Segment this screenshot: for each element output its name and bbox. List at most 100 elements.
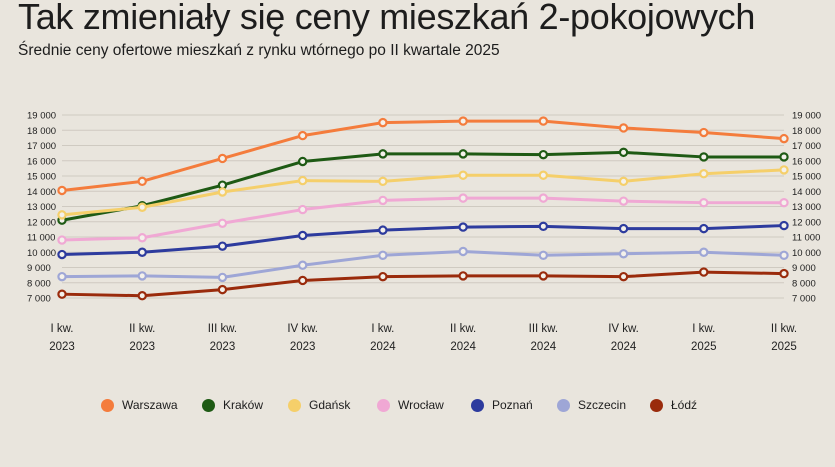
data-point-szczecin: [458, 246, 468, 257]
data-point-lodz: [217, 284, 228, 295]
series-line-wroclaw: [61, 196, 784, 242]
legend-item-krakow: Kraków: [202, 398, 263, 412]
data-point-wroclaw: [137, 233, 147, 243]
y-tick-label-left: 8 000: [27, 278, 51, 289]
legend-label: Szczecin: [578, 398, 627, 412]
legend-label: Warszawa: [122, 398, 178, 412]
data-point-szczecin: [137, 271, 147, 281]
series-line-warszawa: [61, 119, 785, 192]
chart-title: Tak zmieniały się ceny mieszkań 2-pokojo…: [18, 0, 756, 37]
series-line-poznan: [61, 224, 785, 257]
legend-label: Gdańsk: [309, 398, 351, 412]
chart-legend: Warszawa Kraków Gdańsk Wrocław Poznań Szczeci…: [0, 398, 835, 418]
data-point-poznan: [458, 222, 468, 232]
data-point-gdansk: [217, 187, 228, 197]
data-point-szczecin: [618, 249, 629, 259]
y-tick-label-left: 9 000: [27, 263, 51, 274]
data-point-lodz: [458, 271, 468, 281]
data-point-wroclaw: [779, 197, 789, 208]
data-point-krakow: [297, 156, 308, 167]
legend-swatch: [650, 398, 663, 412]
legend-swatch: [202, 398, 215, 412]
x-tick-label: II kw.: [771, 323, 797, 335]
x-tick-label-year: 2023: [129, 341, 155, 353]
data-point-poznan: [57, 249, 67, 260]
data-point-warszawa: [378, 117, 388, 128]
x-tick-label-year: 2023: [210, 341, 236, 353]
data-point-lodz: [137, 291, 147, 301]
data-point-szczecin: [779, 250, 789, 260]
y-tick-label-right: 11 000: [792, 233, 820, 244]
data-point-lodz: [538, 271, 549, 281]
legend-item-szczecin: Szczecin: [557, 398, 626, 412]
x-tick-label-year: 2023: [49, 341, 75, 353]
data-point-warszawa: [779, 133, 789, 144]
x-tick-label: III kw.: [208, 323, 237, 335]
data-point-szczecin: [699, 247, 709, 257]
data-point-gdansk: [458, 170, 468, 180]
data-point-szczecin: [57, 271, 67, 282]
data-point-krakow: [618, 147, 629, 158]
data-point-krakow: [458, 149, 468, 159]
y-tick-label-left: 12 000: [27, 217, 56, 228]
legend-item-poznan: Poznań: [471, 398, 533, 412]
series-line-krakow: [61, 150, 784, 222]
x-tick-label-year: 2024: [450, 341, 476, 353]
data-point-szczecin: [538, 250, 549, 260]
data-point-poznan: [137, 247, 147, 257]
data-point-warszawa: [618, 123, 629, 133]
y-tick-label-left: 19 000: [27, 111, 56, 122]
x-tick-label: I kw.: [371, 323, 394, 335]
data-point-gdansk: [297, 175, 308, 186]
legend-label: Poznań: [492, 398, 533, 412]
x-tick-label: IV kw.: [287, 323, 318, 335]
y-tick-label-left: 7 000: [27, 294, 51, 305]
data-point-wroclaw: [57, 235, 67, 245]
data-point-warszawa: [458, 116, 468, 126]
data-point-lodz: [618, 271, 629, 282]
series-line-szczecin: [61, 249, 785, 279]
data-point-gdansk: [538, 170, 549, 180]
series-line-gdansk: [61, 168, 785, 217]
data-point-krakow: [538, 149, 549, 160]
data-point-gdansk: [618, 176, 629, 187]
y-tick-label-left: 17 000: [27, 141, 56, 152]
legend-label: Kraków: [223, 398, 264, 412]
data-point-wroclaw: [217, 218, 228, 228]
data-point-gdansk: [57, 210, 67, 220]
data-point-lodz: [57, 289, 67, 299]
y-tick-label-right: 9 000: [792, 263, 816, 274]
data-point-lodz: [297, 275, 308, 286]
data-point-poznan: [779, 220, 789, 231]
y-tick-label-right: 19 000: [792, 111, 821, 122]
data-point-warszawa: [137, 176, 147, 187]
data-point-szczecin: [297, 260, 308, 270]
legend-label: Łódź: [671, 398, 698, 412]
legend-swatch: [288, 398, 301, 412]
data-point-poznan: [618, 223, 629, 234]
y-tick-label-right: 7 000: [792, 294, 816, 305]
data-point-gdansk: [137, 202, 147, 212]
x-tick-label: I kw.: [50, 323, 73, 335]
y-tick-label-left: 15 000: [27, 172, 56, 183]
data-point-krakow: [779, 152, 789, 162]
x-tick-label-year: 2024: [531, 341, 557, 353]
y-tick-label-left: 16 000: [27, 156, 56, 167]
x-tick-label-year: 2024: [611, 341, 637, 353]
legend-label: Wrocław: [398, 398, 444, 412]
data-point-wroclaw: [297, 204, 308, 215]
y-tick-label-right: 16 000: [792, 156, 821, 167]
data-point-warszawa: [297, 130, 308, 141]
data-point-gdansk: [699, 169, 709, 179]
data-point-wroclaw: [699, 197, 709, 208]
y-tick-label-right: 12 000: [792, 217, 821, 228]
x-tick-label: II kw.: [450, 323, 476, 335]
y-tick-label-right: 10 000: [792, 248, 821, 259]
data-point-szczecin: [378, 250, 388, 260]
data-point-lodz: [779, 268, 789, 279]
data-point-gdansk: [779, 165, 789, 175]
data-point-szczecin: [217, 272, 228, 283]
legend-item-wroclaw: Wrocław: [377, 398, 444, 412]
series-line-lodz: [61, 270, 785, 298]
